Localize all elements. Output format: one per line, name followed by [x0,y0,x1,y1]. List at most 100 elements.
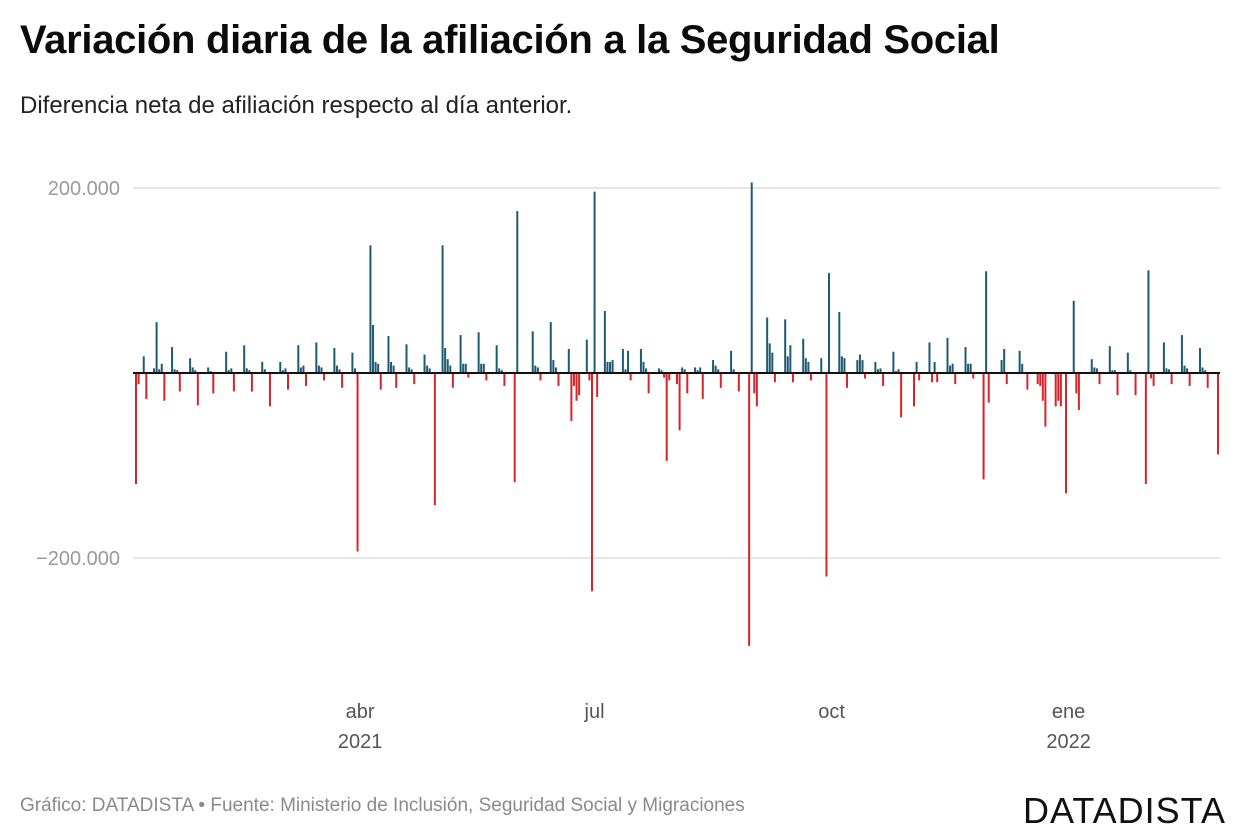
bar [686,373,689,394]
bar [191,367,194,373]
x-tick-label: jul [584,701,605,723]
bar [305,373,308,386]
bar [178,373,181,392]
bar [1039,373,1042,386]
bar [773,373,776,383]
bar [846,373,849,388]
bar [464,363,467,373]
bar [642,361,645,373]
datadista-logo: DATADISTA [1022,790,1226,831]
bar [137,373,140,385]
bar [1041,373,1044,401]
bar [250,373,253,392]
bar [647,373,650,394]
bar [593,191,596,373]
x-tick-label: ene [1052,701,1085,723]
bar [1036,373,1039,385]
x-tick-year-label: 2022 [1046,731,1091,753]
bar [230,368,233,374]
bar [840,356,843,373]
bar [1059,373,1062,407]
bar [462,363,465,373]
bar [753,373,756,394]
bar [1116,373,1119,396]
bar [807,361,810,373]
bar [279,361,282,373]
bar [539,373,542,381]
bar [477,332,480,373]
bar [951,363,954,373]
y-axis: 200.000 −200.000 [36,178,120,570]
bar [549,322,552,374]
bar [809,373,812,381]
y-tick-label: 200.000 [48,178,120,200]
bar [1000,360,1003,373]
bar [135,373,137,484]
bar [227,370,230,373]
bar [243,345,246,373]
bar [843,358,846,373]
bar [459,335,462,373]
bar [663,373,666,378]
bar [1026,373,1029,390]
bar [645,368,648,374]
bar [1072,300,1075,373]
bar [1126,352,1129,373]
bar [838,311,841,373]
bar [694,367,697,373]
bar [946,337,949,373]
bar [681,367,684,373]
bar [1162,342,1165,373]
bar [964,347,967,373]
bar [392,365,395,373]
bar [590,373,593,592]
bar [1108,346,1111,373]
bar [1113,370,1116,373]
bar [323,373,326,381]
bar [353,368,356,374]
bar [372,324,375,373]
bar [588,373,591,381]
bar [207,367,210,373]
bar [374,361,377,373]
bar [606,361,609,373]
bar [158,369,161,373]
bar [1188,373,1191,386]
bar [480,363,483,373]
bar [1147,270,1150,373]
bar [297,345,300,373]
bar [712,360,715,373]
bar [737,373,740,392]
bar [699,367,702,373]
bar [665,373,668,461]
bar [194,370,197,373]
bar [678,373,681,431]
bar [1170,373,1173,385]
bar [426,365,429,373]
bar [387,336,390,373]
bar [572,373,575,386]
bar [377,363,380,373]
bar [163,373,166,401]
bar [482,363,485,373]
bar [557,373,560,386]
bar [142,356,145,373]
bar [1204,370,1207,373]
bar [639,348,642,373]
bar [928,342,931,373]
bar [160,363,163,373]
bar [575,373,578,401]
grid-lines [133,187,1220,559]
bar [410,369,413,373]
bar [585,339,588,373]
bar [554,367,557,373]
bar [1165,368,1168,374]
bar [1198,348,1201,373]
bar [413,373,416,385]
bar [338,369,341,373]
bar [786,356,789,373]
bar [1093,367,1096,373]
bar [1077,373,1080,410]
bar [750,182,753,373]
bar [369,245,372,373]
